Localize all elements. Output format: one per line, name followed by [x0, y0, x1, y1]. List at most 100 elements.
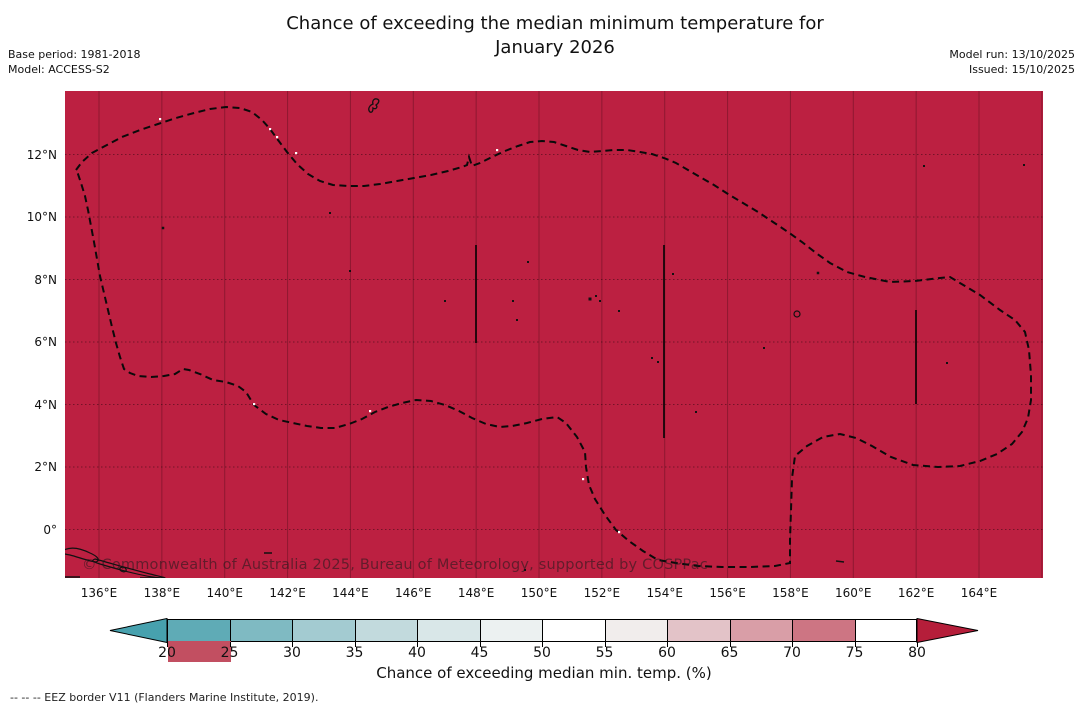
lon-tick-label: 136°E [80, 586, 118, 600]
colorbar-tick-mark [792, 642, 793, 647]
island-speck [527, 261, 529, 263]
colorbar-segment [355, 620, 418, 641]
colorbar-tick-label: 40 [408, 645, 426, 661]
colorbar-tick-label: 50 [533, 645, 551, 661]
lat-tick-label: 0° [43, 522, 57, 537]
island-speck [599, 300, 601, 302]
lon-tick-label: 154°E [646, 586, 683, 600]
island-speck [946, 362, 948, 364]
colorbar-tick-mark [354, 642, 356, 647]
colorbar-segment [480, 620, 543, 641]
colorbar-tick-mark [167, 642, 168, 647]
page-title-line1: Chance of exceeding the median minimum t… [286, 13, 824, 34]
island-speck [672, 273, 674, 275]
lon-tick-label: 146°E [395, 586, 432, 600]
eez-border-outline [74, 105, 1032, 568]
issued-text: Issued: 15/10/2025 [968, 63, 1075, 76]
colorbar-segment [293, 620, 356, 641]
lon-tick-label: 150°E [520, 586, 558, 600]
colorbar-tick-label: 45 [470, 645, 489, 661]
lon-tick-label: 162°E [897, 586, 935, 600]
island-speck [516, 319, 518, 321]
lat-tick-label: 6°N [34, 335, 57, 349]
eez-legend-note: -- -- -- EEZ border V11 (Flanders Marine… [10, 691, 319, 704]
lon-tick-label: 138°E [143, 586, 181, 600]
lat-tick-label: 4°N [34, 397, 57, 412]
island-speck [763, 347, 765, 349]
colorbar-tick-label: 60 [658, 645, 676, 661]
copyright-watermark: © Commonwealth of Australia 2025, Bureau… [82, 557, 708, 573]
lat-tick-label: 8°N [34, 272, 57, 287]
guam-island-outline [368, 98, 380, 113]
island-speck [349, 270, 351, 272]
island-speck [524, 569, 526, 571]
island-speck [595, 295, 597, 297]
model-text: Model: ACCESS-S2 [8, 63, 110, 76]
lon-tick-label: 142°E [269, 586, 306, 600]
lat-tick-label: 2°N [34, 460, 57, 474]
colorbar-tick-label: 55 [595, 645, 614, 661]
island-speck [816, 271, 820, 275]
colorbar-axis-label: Chance of exceeding median min. temp. (%… [376, 664, 712, 682]
colorbar-segment [230, 620, 293, 641]
colorbar-tick-mark [917, 642, 918, 647]
colorbar-tick-label: 20 [158, 645, 176, 661]
island-speck [512, 300, 514, 302]
colorbar-tick-mark [604, 642, 606, 647]
colorbar-segment [418, 620, 481, 641]
longitude-gridlines [98, 91, 1043, 578]
colorbar-tick-mark [292, 642, 293, 647]
colorbar-tick-label: 35 [345, 645, 364, 661]
colorbar-segment [730, 620, 793, 641]
colorbar-segment [543, 620, 606, 641]
colorbar-tick-label: 75 [845, 645, 864, 661]
model-run-text: Model run: 13/10/2025 [949, 48, 1075, 61]
lat-tick-label: 12°N [26, 147, 57, 162]
colorbar-segment [668, 620, 731, 641]
colorbar-tick-label: 65 [720, 645, 739, 661]
island-speck [161, 226, 165, 230]
lon-tick-label: 152°E [583, 586, 621, 600]
island-speck [695, 411, 697, 413]
eez-internal-borders [475, 245, 917, 438]
island-speck [329, 212, 331, 214]
white-island-dots [159, 118, 621, 534]
colorbar-tick-mark [479, 642, 481, 647]
colorbar-segment [605, 620, 668, 641]
island-speck [657, 361, 659, 363]
lon-tick-label: 148°E [457, 586, 495, 600]
colorbar-right-arrow [916, 618, 979, 643]
colorbar-tick-label: 80 [908, 645, 926, 661]
latitude-gridlines [65, 154, 1043, 530]
colorbar-segment [793, 620, 856, 641]
lon-tick-label: 144°E [332, 586, 369, 600]
lat-tick-label: 10°N [26, 210, 57, 224]
colorbar-tick-mark [229, 642, 231, 647]
colorbar-segment [168, 620, 231, 641]
map-region: © Commonwealth of Australia 2025, Bureau… [65, 91, 1043, 578]
lon-tick-label: 156°E [709, 586, 746, 600]
colorbar-tick-label: 30 [283, 645, 301, 661]
island-speck [1023, 164, 1025, 166]
lon-tick-label: 160°E [835, 586, 872, 600]
island-speck [618, 310, 620, 312]
lon-tick-label: 158°E [772, 586, 809, 600]
colorbar [167, 619, 917, 662]
base-period-text: Base period: 1981-2018 [8, 48, 141, 61]
page-title-line2: January 2026 [495, 37, 615, 58]
colorbar-tick-mark [667, 642, 668, 647]
island-marks [161, 164, 1025, 571]
colorbar-tick-label: 25 [220, 645, 239, 661]
colorbar-tick-mark [542, 642, 543, 647]
colorbar-tick-mark [417, 642, 418, 647]
colorbar-tick-mark [854, 642, 856, 647]
lon-tick-label: 164°E [960, 586, 998, 600]
meta-left: Base period: 1981-2018 Model: ACCESS-S2 [8, 47, 140, 77]
island-speck [923, 165, 925, 167]
island-speck [444, 300, 446, 302]
meta-right: Model run: 13/10/2025 Issued: 15/10/2025 [949, 47, 1075, 77]
lon-tick-label: 140°E [206, 586, 243, 600]
atoll-ring [793, 310, 801, 318]
map-canvas [65, 91, 1043, 578]
